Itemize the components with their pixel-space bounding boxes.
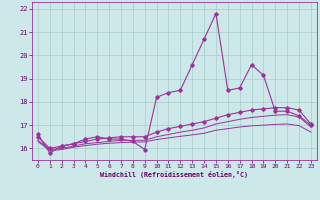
X-axis label: Windchill (Refroidissement éolien,°C): Windchill (Refroidissement éolien,°C) bbox=[100, 171, 248, 178]
